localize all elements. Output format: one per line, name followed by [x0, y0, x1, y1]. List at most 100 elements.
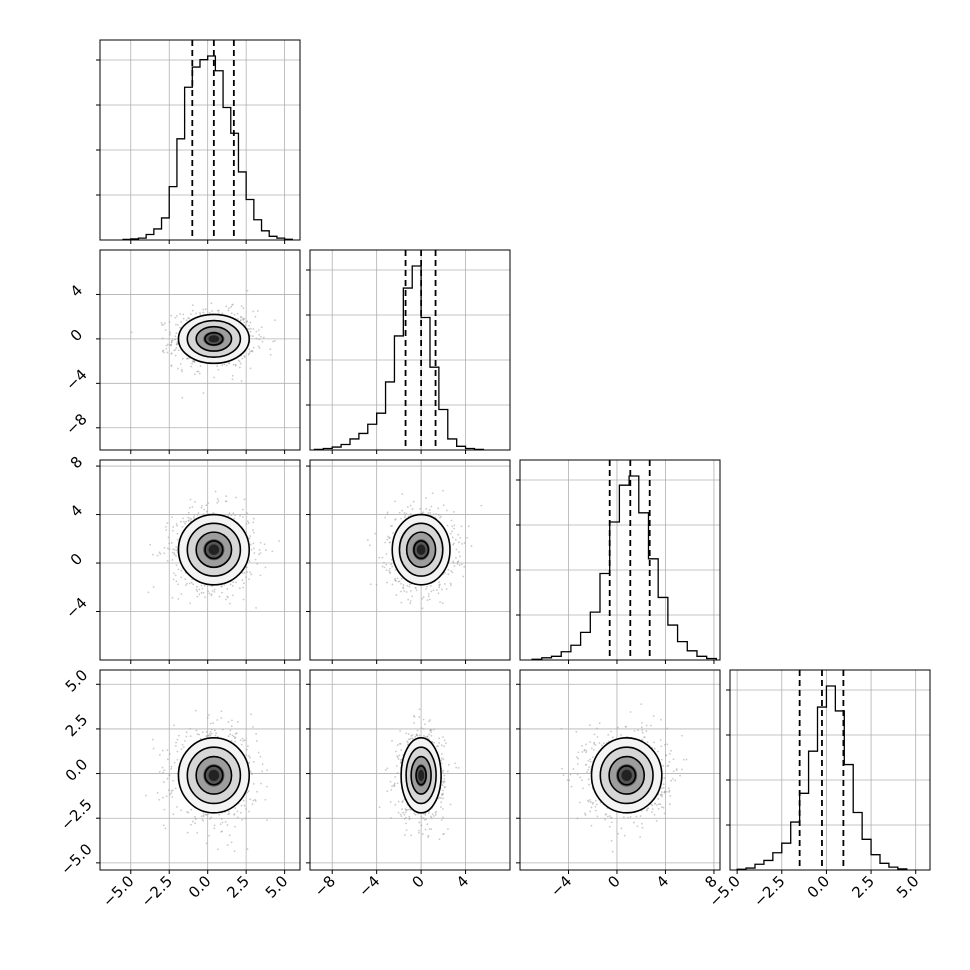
scatter-point	[219, 823, 222, 825]
scatter-point	[207, 813, 210, 815]
scatter-point	[176, 738, 179, 741]
scatter-point	[239, 739, 242, 742]
scatter-point	[587, 759, 590, 762]
scatter-point	[663, 812, 666, 815]
x-tick-label: −2.5	[750, 872, 788, 910]
scatter-point	[440, 753, 443, 755]
contour-3	[590, 737, 663, 814]
scatter-point	[245, 808, 247, 810]
scatter-point	[254, 315, 257, 318]
scatter-point	[191, 360, 194, 363]
scatter-point	[404, 811, 407, 814]
scatter-point	[424, 736, 427, 738]
density-level-4	[621, 769, 632, 781]
scatter-point	[241, 737, 244, 740]
scatter-point	[175, 546, 178, 548]
scatter-point	[409, 808, 412, 811]
scatter-point	[198, 593, 201, 596]
scatter-point	[443, 745, 446, 748]
scatter-point	[259, 755, 262, 758]
scatter-point	[226, 596, 229, 599]
contour-2	[186, 746, 242, 805]
scatter-point	[204, 308, 207, 311]
scatter-point	[447, 568, 450, 571]
scatter-point	[232, 363, 235, 366]
scatter-point	[200, 591, 203, 594]
scatter-point	[411, 595, 414, 598]
panel-frame	[519, 669, 721, 871]
scatter-point	[265, 549, 267, 551]
scatter-point	[249, 798, 252, 801]
scatter-point	[190, 823, 192, 826]
scatter-point	[173, 761, 176, 764]
scatter-point	[220, 818, 223, 820]
scatter-point	[441, 784, 444, 787]
scatter-point	[394, 569, 397, 572]
scatter-point	[176, 549, 178, 552]
scatter-point	[430, 828, 433, 831]
scatter-point	[187, 511, 190, 514]
y-tick-label: −8	[62, 410, 90, 438]
scatter-point	[184, 522, 186, 525]
scatter-point	[180, 809, 183, 812]
scatter-point	[161, 337, 164, 340]
scatter-point	[169, 753, 171, 755]
scatter-point	[422, 817, 425, 820]
scatter-point	[172, 526, 175, 528]
scatter-point	[594, 805, 597, 808]
scatter-point	[180, 368, 183, 371]
scatter-point	[265, 785, 268, 788]
scatter-point	[227, 514, 230, 517]
scatter-point	[390, 817, 393, 819]
scatter-point	[174, 338, 176, 341]
scatter-point	[252, 521, 255, 524]
scatter-point	[233, 813, 235, 816]
scatter-point	[596, 727, 598, 730]
scatter-point	[181, 357, 184, 360]
y-tick-label: 0	[67, 550, 86, 569]
scatter-point	[654, 802, 656, 805]
contour-2	[405, 746, 437, 805]
scatter-point	[378, 806, 381, 809]
x-tick-label: −5.0	[99, 872, 137, 910]
scatter-point	[199, 313, 202, 316]
scatter-point	[211, 589, 214, 592]
scatter-point	[227, 813, 229, 816]
scatter-point	[452, 562, 455, 564]
x-tick-label: −4	[355, 872, 383, 900]
scatter-point	[242, 318, 245, 321]
scatter-point	[400, 815, 403, 818]
scatter-point	[467, 525, 470, 528]
x-tick-label: −8	[311, 872, 339, 900]
scatter-point	[430, 734, 433, 737]
scatter-point	[170, 353, 173, 355]
scatter-point	[430, 505, 433, 508]
scatter-point	[221, 821, 224, 824]
scatter-point	[396, 756, 399, 759]
scatter-point	[249, 535, 252, 537]
scatter-point	[260, 326, 263, 329]
scatter-point	[438, 581, 441, 584]
scatter-point	[589, 758, 592, 761]
scatter-point	[662, 783, 665, 786]
scatter-point	[171, 558, 174, 561]
scatter-point	[259, 552, 262, 555]
scatter-point	[590, 801, 592, 803]
scatter-point	[447, 573, 450, 576]
scatter-point	[429, 815, 432, 818]
scatter-point	[199, 365, 202, 368]
scatter-point	[225, 495, 228, 498]
scatter-point	[641, 729, 644, 732]
scatter-point	[608, 815, 611, 817]
scatter-point	[394, 579, 397, 582]
scatter-point	[397, 758, 400, 760]
scatter-point	[247, 745, 249, 748]
scatter-point	[576, 817, 579, 820]
contour-3	[177, 513, 251, 586]
scatter-point	[457, 766, 460, 769]
scatter-point	[583, 749, 586, 752]
scatter-point	[241, 508, 244, 511]
scatter-point	[189, 313, 192, 315]
scatter-point	[422, 718, 425, 721]
scatter-point	[386, 581, 388, 584]
